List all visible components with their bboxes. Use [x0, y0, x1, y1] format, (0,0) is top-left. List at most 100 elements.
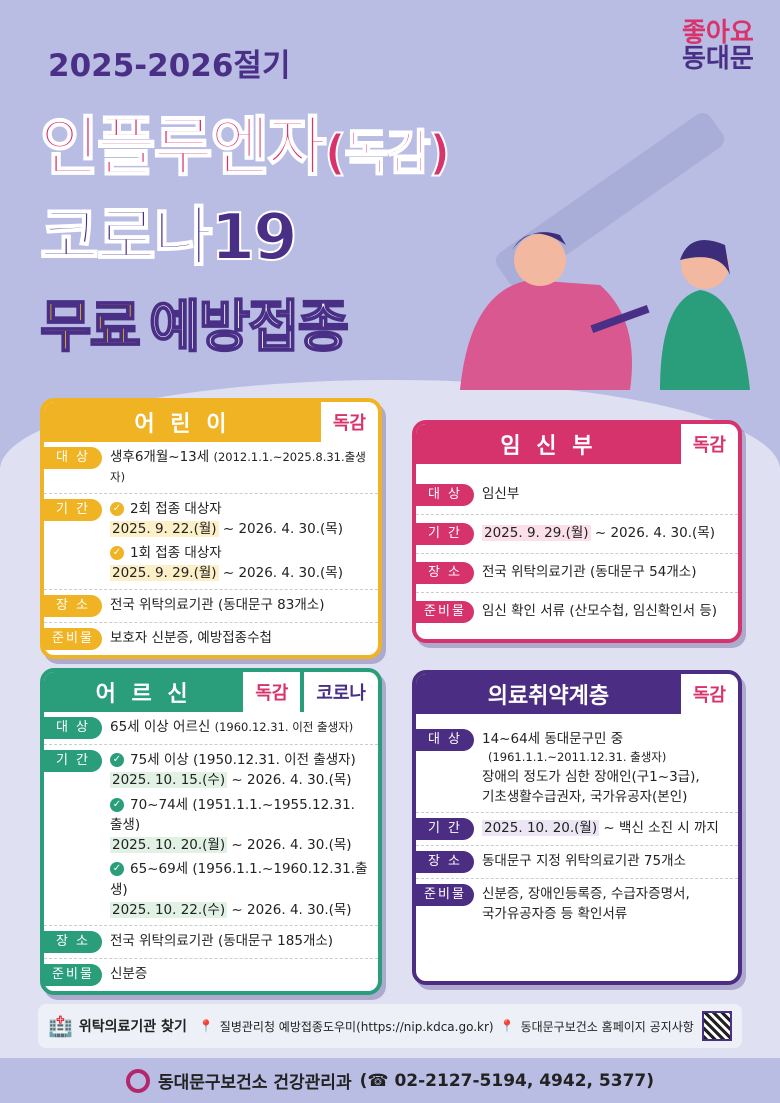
- logo-top: 좋아요: [682, 18, 754, 48]
- nurse-body: [660, 290, 750, 390]
- check-icon: ✓: [110, 862, 124, 877]
- period-end: ~ 2026. 4. 30.(목): [231, 772, 352, 789]
- logo-bottom: 동대문: [682, 44, 754, 74]
- syringe-icon: [590, 304, 650, 334]
- location-pin-icon: 📍: [499, 1019, 515, 1033]
- vulnerable-title: 의료취약계층: [487, 684, 610, 709]
- flu-tag: 독감: [680, 674, 738, 714]
- elderly-place-row: 장 소 전국 위탁의료기관 (동대문구 185개소): [44, 926, 378, 959]
- clinic-finder-label: 위탁의료기관 찾기: [78, 1019, 187, 1035]
- period-label: 기 간: [44, 750, 102, 772]
- flu-tag: 독감: [680, 424, 738, 464]
- period-start: 2025. 10. 20.(월): [482, 820, 600, 836]
- pregnant-period-row: 기 간 2025. 9. 29.(월) ~ 2026. 4. 30.(목): [416, 515, 738, 554]
- elderly-target-row: 대 상 65세 이상 어르신 (1960.12.31. 이전 출생자): [44, 712, 378, 745]
- elderly-place: 전국 위탁의료기관 (동대문구 185개소): [110, 933, 334, 949]
- vulnerable-prep-line: 국가유공자증 등 확인서류: [482, 906, 628, 923]
- vulnerable-card-header: 의료취약계층 독감: [416, 674, 738, 714]
- children-title: 어 린 이: [134, 412, 231, 437]
- title-covid: 코로나19: [39, 200, 299, 276]
- season-label: 2025-2026절기: [48, 48, 291, 84]
- vulnerable-prep-line: 신분증, 장애인등록증, 수급자증명서,: [482, 886, 690, 902]
- vulnerable-target-line: 14~64세 동대문구민 중: [482, 731, 624, 747]
- qr-code[interactable]: [702, 1011, 732, 1041]
- title-flu-paren: (독감): [323, 124, 451, 182]
- elderly-prep: 신분증: [110, 966, 148, 982]
- period-label: 기 간: [44, 498, 102, 521]
- period-start: 2025. 9. 29.(월): [482, 525, 591, 541]
- flu-tag: 독감: [243, 672, 301, 712]
- period-end: ~ 2026. 4. 30.(목): [231, 837, 352, 853]
- place-label: 장 소: [44, 931, 102, 953]
- period-label: 기 간: [416, 523, 474, 545]
- covid-tag: 코로나: [300, 672, 378, 712]
- flu-tag: 독감: [320, 402, 378, 442]
- elderly-target: 65세 이상 어르신: [110, 719, 211, 735]
- children-target: 생후6개월~13세: [110, 449, 210, 465]
- prep-label: 준비물: [44, 964, 102, 986]
- clinic-finder-bar: 🏥 위탁의료기관 찾기 📍 질병관리청 예방접종도우미(https://nip.…: [38, 1004, 742, 1048]
- elderly-title: 어 르 신: [95, 682, 192, 707]
- title-free-vaccination: 무료 예방접종: [39, 282, 350, 363]
- children-target-note: (2012.1.1.~2025.8.31.출생자): [110, 450, 366, 485]
- target-label: 대 상: [416, 484, 474, 506]
- pregnant-place: 전국 위탁의료기관 (동대문구 54개소): [482, 564, 697, 580]
- elderly-target-note: (1960.12.31. 이전 출생자): [214, 720, 354, 734]
- vulnerable-target-line: 장애의 정도가 심한 장애인(구1~3급),: [482, 768, 700, 785]
- children-card-header: 어 린 이 독감: [44, 402, 378, 442]
- elderly-period-row: 기 간 ✓ 75세 이상 (1950.12.31. 이전 출생자) 2025. 1…: [44, 745, 378, 926]
- children-place-row: 장 소 전국 위탁의료기관 (동대문구 83개소): [44, 590, 378, 623]
- period-end: ~ 2026. 4. 30.(목): [222, 520, 343, 537]
- hospital-icon: 🏥: [48, 1014, 73, 1038]
- prep-label: 준비물: [44, 627, 102, 650]
- vulnerable-prep-row: 준비물 신분증, 장애인등록증, 수급자증명서, 국가유공자증 등 확인서류: [416, 879, 738, 930]
- patient-head: [514, 234, 566, 286]
- children-period-row: 기 간 ✓ 2회 접종 대상자 2025. 9. 22.(월) ~ 2026. 4…: [44, 494, 378, 590]
- pregnant-target-row: 대 상 임신부: [416, 476, 738, 515]
- place-label: 장 소: [416, 851, 474, 873]
- vulnerable-target-row: 대 상 14~64세 동대문구민 중 (1961.1.1.~2011.12.31.…: [416, 724, 738, 813]
- check-icon: ✓: [110, 546, 124, 560]
- period-start: 2025. 10. 22.(수): [110, 901, 228, 918]
- org-name: 동대문구보건소 건강관리과: [157, 1073, 352, 1093]
- period-end: ~ 2026. 4. 30.(목): [222, 565, 343, 582]
- nurse-hair: [680, 240, 730, 275]
- period-start: 2025. 9. 22.(월): [110, 520, 219, 537]
- target-label: 대 상: [44, 447, 102, 469]
- place-label: 장 소: [44, 594, 102, 617]
- title-free: 무료: [39, 294, 142, 361]
- target-label: 대 상: [44, 717, 102, 739]
- pregnant-card-header: 임 신 부 독감: [416, 424, 738, 464]
- vulnerable-target-line: 기초생활수급권자, 국가유공자(본인): [482, 788, 688, 805]
- period-end: ~ 2026. 4. 30.(목): [594, 525, 715, 541]
- title-influenza: 인플루엔자(독감): [39, 96, 452, 188]
- pregnant-title: 임 신 부: [500, 434, 597, 459]
- target-label: 대 상: [416, 729, 474, 751]
- check-icon: ✓: [110, 501, 124, 516]
- period-end: ~ 2026. 4. 30.(목): [231, 901, 352, 918]
- check-icon: ✓: [110, 753, 124, 767]
- pregnant-target: 임신부: [482, 486, 520, 502]
- phone-numbers: (☎ 02-2127-5194, 4942, 5377): [359, 1070, 655, 1091]
- children-target-row: 대 상 생후6개월~13세 (2012.1.1.~2025.8.31.출생자): [44, 442, 378, 494]
- title-influenza-text: 인플루엔자: [39, 110, 327, 186]
- vulnerable-card: 의료취약계층 독감 대 상 14~64세 동대문구민 중 (1961.1.1.~2…: [412, 670, 742, 985]
- period-label: 기 간: [416, 818, 474, 840]
- place-label: 장 소: [416, 562, 474, 584]
- vulnerable-place-row: 장 소 동대문구 지정 위탁의료기관 75개소: [416, 846, 738, 879]
- children-place: 전국 위탁의료기관 (동대문구 83개소): [110, 596, 325, 613]
- pregnant-card: 임 신 부 독감 대 상 임신부 기 간 2025. 9. 29.(월) ~ 202…: [412, 420, 742, 643]
- prep-label: 준비물: [416, 601, 474, 623]
- period-group: 75세 이상 (1950.12.31. 이전 출생자): [130, 752, 356, 768]
- pregnant-prep-row: 준비물 임신 확인 서류 (산모수첩, 임신확인서 등): [416, 593, 738, 631]
- pregnant-place-row: 장 소 전국 위탁의료기관 (동대문구 54개소): [416, 554, 738, 593]
- elderly-card: 어 르 신 독감 코로나 대 상 65세 이상 어르신 (1960.12.31. …: [40, 668, 382, 995]
- location-pin-icon: 📍: [198, 1019, 214, 1033]
- period-group: 2회 접종 대상자: [130, 500, 222, 517]
- vulnerable-target-line: (1961.1.1.~2011.12.31. 출생자): [488, 750, 667, 765]
- kdca-link[interactable]: 질병관리청 예방접종도우미(https://nip.kdca.go.kr): [219, 1019, 494, 1034]
- pregnant-prep: 임신 확인 서류 (산모수첩, 임신확인서 등): [482, 603, 718, 619]
- children-prep-row: 준비물 보호자 신분증, 예방접종수첩: [44, 623, 378, 655]
- check-icon: ✓: [110, 797, 124, 812]
- health-center-link[interactable]: 동대문구보건소 홈페이지 공지사항: [520, 1019, 694, 1034]
